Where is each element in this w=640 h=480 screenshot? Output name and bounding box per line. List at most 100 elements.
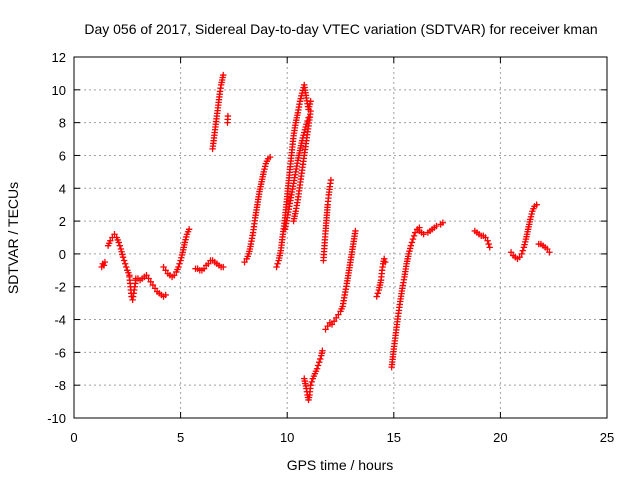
x-tick-label: 5 [177,430,184,445]
series-arc5 [160,226,193,281]
data-point [518,250,525,258]
data-point [307,107,314,115]
data-point [220,263,227,271]
data-point [123,263,130,271]
series-arc16 [373,255,389,300]
series-arc12 [290,107,314,225]
x-tick-label: 0 [70,430,77,445]
data-point [175,263,182,271]
data-point [328,321,336,328]
data-point [546,249,553,256]
data-point [274,260,281,267]
data-point [147,278,154,286]
data-point [411,229,419,236]
data-point [410,232,418,240]
y-axis-label: SDTVAR / TECUs [5,182,21,294]
data-point [151,285,159,292]
data-point [322,326,329,333]
data-point [315,359,323,366]
y-tick-label: 4 [59,181,66,196]
data-point [484,237,491,244]
y-tick-label: -10 [47,411,66,426]
x-axis-label: GPS time / hours [287,457,394,473]
data-point [333,314,340,322]
y-tick-label: -2 [54,280,66,295]
series-arc19 [471,227,493,251]
data-point [120,257,128,264]
data-point [482,234,489,241]
data-point [119,253,127,261]
data-point [224,112,232,120]
data-point [507,249,515,256]
data-point [381,255,388,263]
data-point [266,153,274,161]
data-point [160,263,167,271]
chart-title: Day 056 of 2017, Sidereal Day-to-day VTE… [84,21,597,37]
data-point [111,231,118,238]
data-point [200,265,208,272]
series-arc14 [320,176,335,264]
data-point [307,381,314,389]
data-point [335,311,342,318]
grid [74,57,607,418]
x-axis: 0 5 10 15 20 25 [70,57,614,445]
data-point [100,262,108,269]
data-point [516,253,523,261]
y-axis: -10 -8 -6 -4 -2 0 2 4 6 8 10 12 [47,50,607,426]
x-tick-label: 15 [387,430,401,445]
y-tick-label: 6 [59,148,66,163]
plot-frame [73,56,608,419]
x-tick-label: 20 [493,430,507,445]
data-point [176,260,183,267]
y-tick-label: -8 [54,378,66,393]
series-arc10 [273,81,314,271]
data-point [107,237,114,244]
y-tick-label: 2 [59,214,66,229]
data-point [485,240,492,248]
data-point [116,242,124,249]
data-point [439,219,447,226]
data-point [115,239,122,246]
series-arc7 [209,71,227,153]
y-tick-label: 10 [52,83,66,98]
data-point [533,201,540,208]
series-arc17 [388,224,423,371]
x-tick-label: 10 [280,430,294,445]
x-tick-label: 25 [600,430,614,445]
data-point [374,290,382,297]
data-point [382,258,389,266]
data-points [98,71,553,404]
series-arc8 [224,112,232,126]
data-point [162,291,169,299]
data-point [308,378,315,386]
data-point [145,275,152,282]
series-arc15 [322,227,359,333]
data-point [317,355,324,363]
data-point [352,227,359,235]
data-point [205,260,212,267]
series-arc4 [132,272,169,300]
series-arc6 [192,257,227,274]
data-point [324,322,331,330]
data-point [486,244,493,251]
series-arc1 [98,258,109,271]
series-arc2 [104,231,133,279]
data-point [121,260,129,267]
data-point [307,98,314,105]
data-point [330,317,338,325]
data-point [314,362,322,369]
data-point [327,176,335,184]
y-tick-label: -6 [54,345,66,360]
data-point [319,347,326,354]
series-arc13 [301,347,326,404]
y-tick-label: 12 [52,50,66,65]
data-point [408,239,416,246]
data-point [143,272,150,279]
data-point [220,71,227,79]
data-point [241,258,248,266]
data-point [149,281,157,289]
data-point [420,231,427,238]
series-arc9 [241,153,274,266]
data-point [373,293,380,300]
